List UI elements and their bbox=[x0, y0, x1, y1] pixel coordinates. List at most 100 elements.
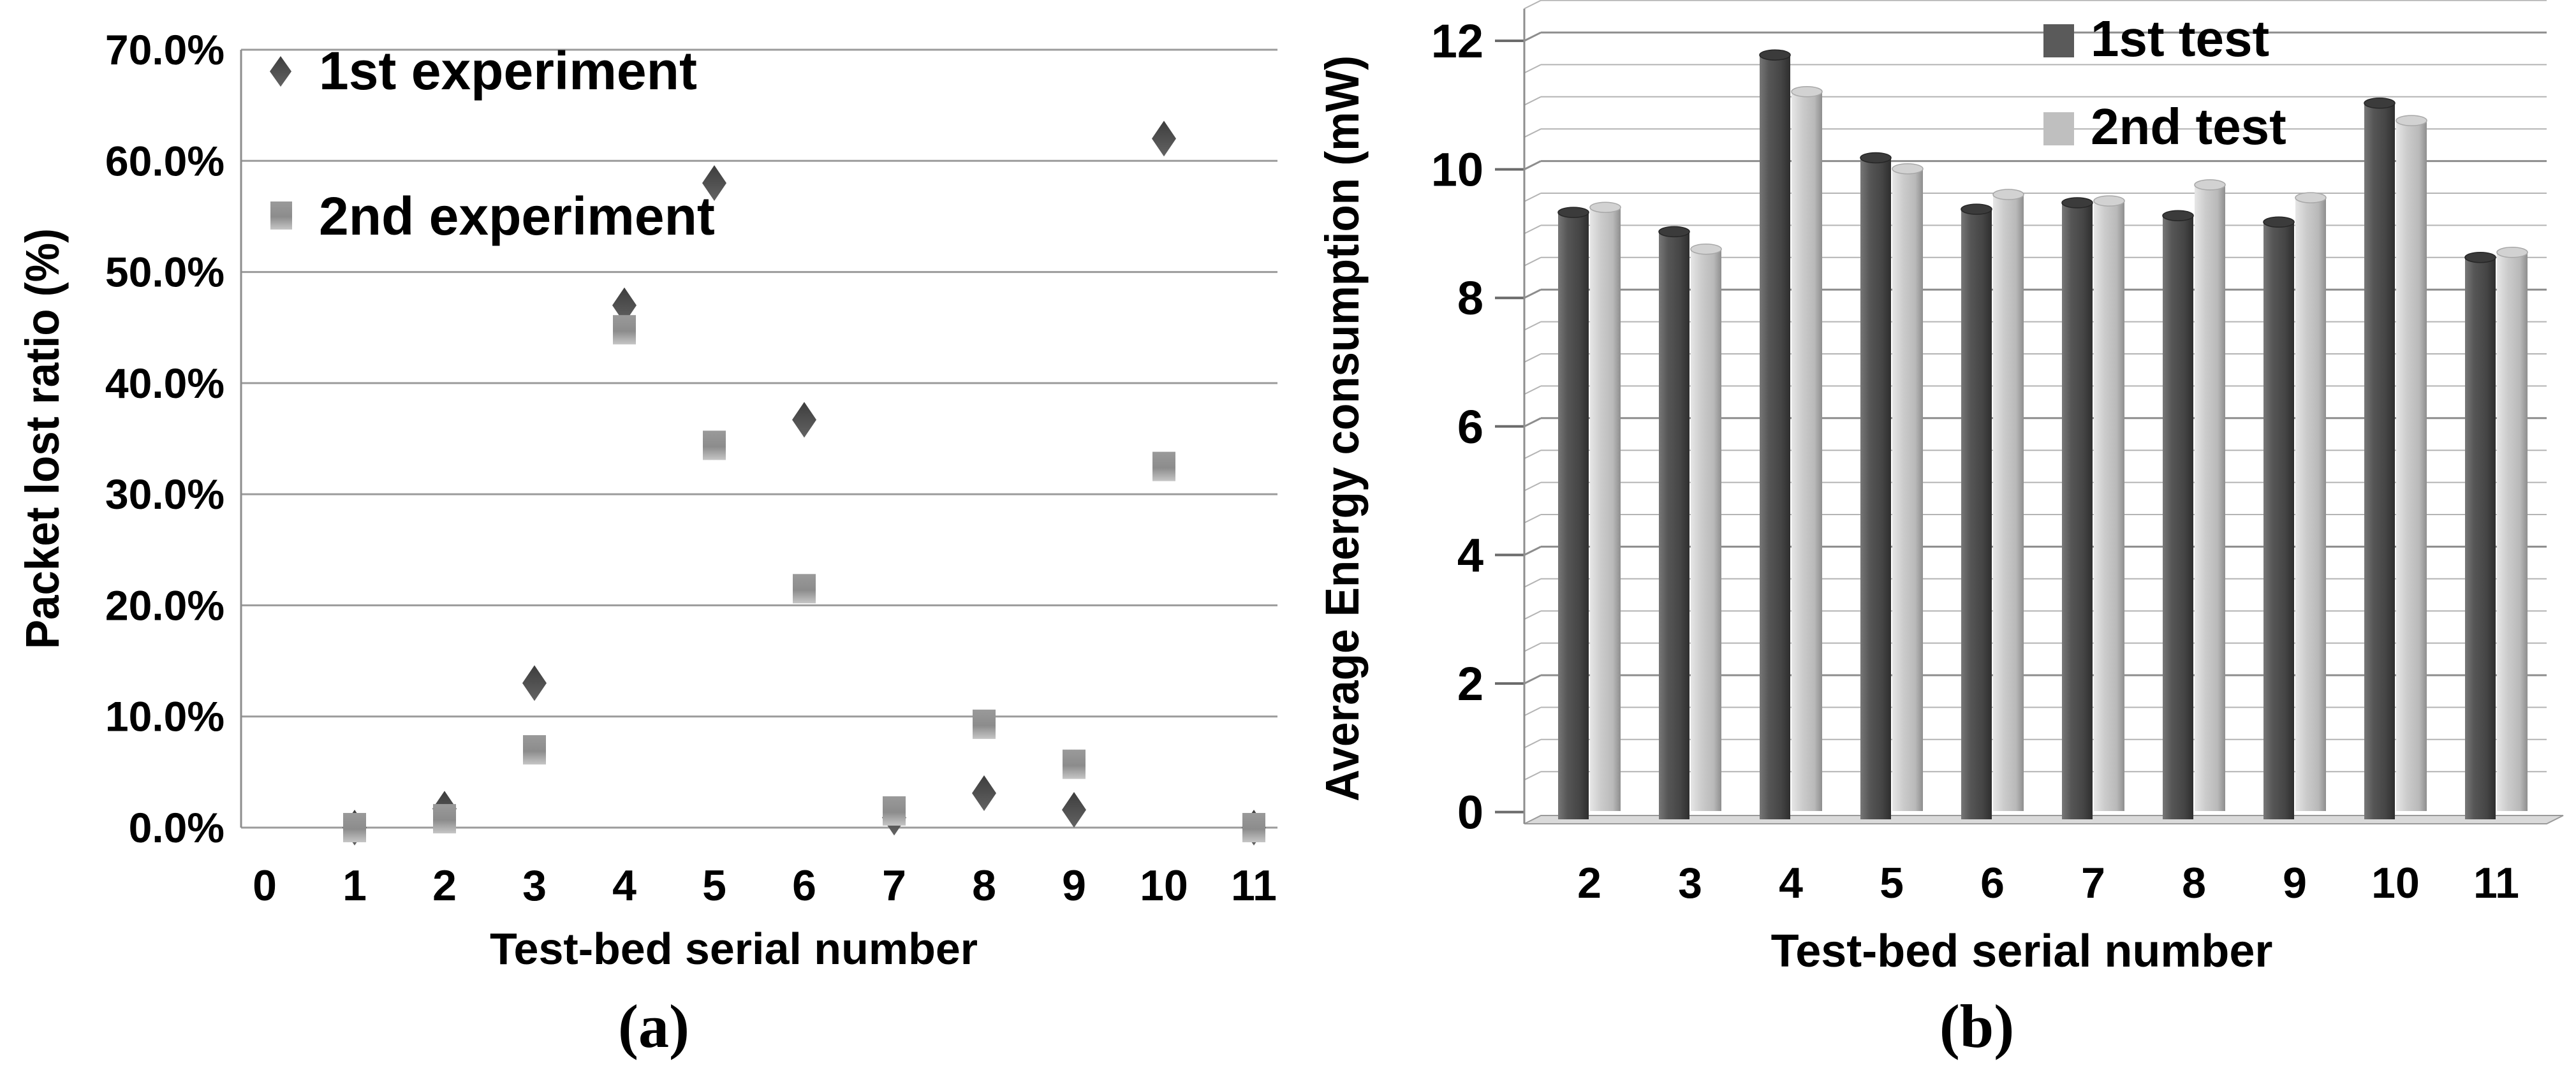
x-tick-label: 10 bbox=[1140, 861, 1188, 910]
x-tick-label: 4 bbox=[612, 861, 637, 910]
bar-1st-test bbox=[2465, 257, 2496, 820]
bar-2nd-test bbox=[2497, 252, 2528, 811]
data-point-square bbox=[613, 315, 636, 345]
data-point-diamond bbox=[1062, 792, 1086, 828]
y-tick-label: 50.0% bbox=[105, 249, 224, 296]
x-tick-label: 7 bbox=[2081, 859, 2105, 907]
panel-b: 0 2 4 6 8 10 12 Average Energy consumption (mW)… bbox=[1307, 0, 2576, 1075]
x-tick-label: 11 bbox=[1231, 861, 1277, 910]
bar-2nd-test bbox=[2396, 121, 2427, 811]
bar-2nd-test bbox=[1691, 249, 1721, 812]
bar-cap bbox=[1892, 163, 1924, 175]
bar-cap bbox=[2496, 247, 2528, 258]
bar-1st-test bbox=[2364, 103, 2395, 819]
x-axis-tick-labels: 0 1 2 3 4 5 6 7 8 9 10 11 bbox=[253, 861, 1277, 910]
x-tick-label: 2 bbox=[432, 861, 457, 910]
y-tick-label: 0.0% bbox=[129, 804, 224, 851]
data-point-square bbox=[523, 735, 546, 764]
x-tick-label: 8 bbox=[2182, 859, 2206, 907]
x-tick-label: 11 bbox=[2473, 859, 2519, 907]
bar-1st-test bbox=[1760, 55, 1790, 820]
data-point-square bbox=[883, 796, 906, 826]
bar-cap bbox=[1658, 226, 1690, 238]
bar-1st-test bbox=[1659, 231, 1689, 819]
series-1st-test bbox=[1557, 49, 2496, 820]
bar-1st-test bbox=[1558, 212, 1589, 819]
caption-a: (a) bbox=[618, 992, 689, 1060]
y-axis-ticks bbox=[1495, 40, 1524, 814]
y-tick-label: 70.0% bbox=[105, 26, 224, 73]
bar-cap bbox=[2093, 195, 2125, 207]
x-axis-title: Test-bed serial number bbox=[490, 924, 978, 974]
bar-2nd-test bbox=[2295, 198, 2326, 812]
legend-label-2nd-test: 2nd test bbox=[2091, 98, 2286, 155]
gridline-depth-connector bbox=[1524, 31, 1542, 42]
gridline-depth-connector bbox=[1524, 771, 1542, 781]
bar-2nd-test bbox=[2195, 184, 2225, 811]
data-point-square bbox=[703, 430, 726, 460]
packet-loss-chart: 0.0% 10.0% 20.0% 30.0% 40.0% 50.0% 60.0% 70.0% P… bbox=[16, 26, 1277, 974]
legend-label-2nd-experiment: 2nd experiment bbox=[319, 186, 715, 246]
gridline-depth-connector bbox=[1524, 353, 1542, 363]
gridline-depth-connector bbox=[1524, 128, 1542, 138]
y-tick-label: 40.0% bbox=[105, 360, 224, 407]
bar-cap bbox=[1860, 152, 1892, 164]
bar-1st-test bbox=[2062, 203, 2093, 819]
x-tick-label: 4 bbox=[1779, 859, 1803, 907]
legend-swatch-2nd-test bbox=[2043, 112, 2074, 145]
bar-cap bbox=[1589, 201, 1621, 213]
bar-1st-test bbox=[2263, 222, 2294, 819]
bar-2nd-test bbox=[2094, 201, 2124, 811]
gridline-depth-connector bbox=[1524, 160, 1542, 170]
x-tick-label: 6 bbox=[792, 861, 816, 910]
x-tick-label: 8 bbox=[972, 861, 996, 910]
bar-cap bbox=[1759, 49, 1791, 61]
bar-cap bbox=[2464, 251, 2496, 263]
caption-b: (b) bbox=[1939, 992, 2015, 1060]
bar-cap bbox=[2263, 216, 2295, 228]
data-point-diamond bbox=[792, 402, 816, 438]
y-tick-label: 10 bbox=[1431, 143, 1483, 196]
data-point-square bbox=[1063, 749, 1086, 779]
bar-2nd-test bbox=[1590, 207, 1621, 811]
y-tick-label: 2 bbox=[1457, 657, 1483, 710]
gridline-depth-connector bbox=[1524, 642, 1542, 652]
gridline-depth-connector bbox=[1524, 514, 1542, 523]
gridline-depth-connector bbox=[1524, 0, 1542, 10]
bar-cap bbox=[2364, 98, 2396, 109]
x-tick-label: 9 bbox=[2283, 859, 2307, 907]
panel-a: 0.0% 10.0% 20.0% 30.0% 40.0% 50.0% 60.0% 70.0% P… bbox=[16, 26, 1277, 1060]
y-tick-label: 60.0% bbox=[105, 137, 224, 184]
bar-cap bbox=[1690, 243, 1722, 255]
gridline-depth-connector bbox=[1524, 738, 1542, 749]
bar-1st-test bbox=[2163, 216, 2193, 819]
data-point-diamond bbox=[972, 775, 996, 811]
x-tick-label: 5 bbox=[702, 861, 726, 910]
gridline-depth-connector bbox=[1524, 288, 1542, 299]
data-point-diamond bbox=[1152, 121, 1176, 157]
gridline-depth-connector bbox=[1524, 321, 1542, 331]
gridline-depth-connector bbox=[1524, 96, 1542, 106]
data-point-diamond bbox=[612, 287, 637, 323]
x-tick-label: 1 bbox=[342, 861, 367, 910]
gridline-depth-connector bbox=[1524, 481, 1542, 492]
x-tick-label: 0 bbox=[253, 861, 277, 910]
gridline-depth-connector bbox=[1524, 64, 1542, 74]
data-point-square bbox=[343, 813, 366, 842]
gridline-depth-connector bbox=[1524, 610, 1542, 620]
y-axis-tick-labels: 0 2 4 6 8 10 12 bbox=[1431, 15, 1483, 839]
y-axis-title: Average Energy consumption (mW) bbox=[1316, 55, 1369, 801]
legend: 1st experiment 2nd experiment bbox=[270, 41, 715, 246]
series-2nd-experiment bbox=[343, 315, 1265, 842]
gridline-depth-connector bbox=[1524, 706, 1542, 717]
gridline-depth-connector bbox=[1524, 224, 1542, 235]
data-point-diamond bbox=[702, 165, 726, 201]
legend-square-marker bbox=[270, 201, 292, 230]
y-tick-label: 6 bbox=[1457, 400, 1483, 453]
x-tick-label: 7 bbox=[882, 861, 906, 910]
bar-cap bbox=[2061, 197, 2093, 208]
series-2nd-test bbox=[1589, 86, 2528, 812]
x-axis-tick-labels: 2 3 4 5 6 7 8 9 10 11 bbox=[1577, 859, 2519, 907]
bar-cap bbox=[2162, 210, 2194, 221]
